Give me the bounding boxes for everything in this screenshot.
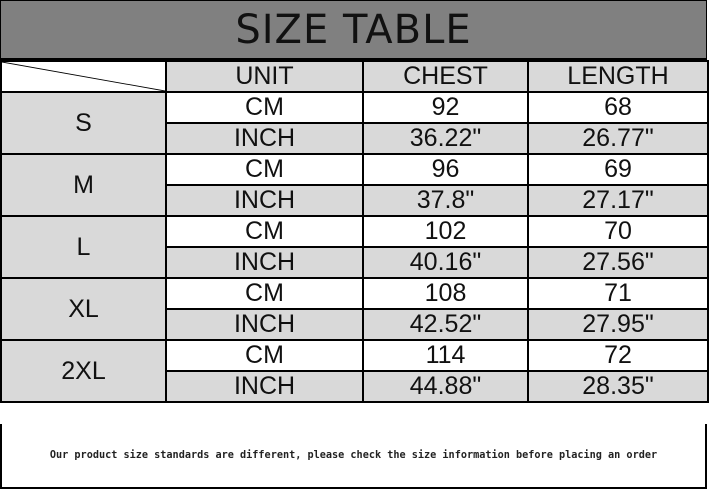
table-row: 2XL CM 114 72 — [0, 339, 709, 403]
length-cell: 26.77" — [527, 122, 709, 155]
size-label: M — [0, 153, 167, 217]
chest-cell: 96 — [362, 153, 529, 186]
chest-cell: 108 — [362, 277, 529, 310]
unit-cell: INCH — [165, 122, 364, 155]
length-cell: 27.95" — [527, 308, 709, 341]
length-cell: 72 — [527, 339, 709, 372]
unit-cell: INCH — [165, 370, 364, 403]
unit-cell: CM — [165, 91, 364, 124]
unit-cell: INCH — [165, 184, 364, 217]
chest-cell: 42.52" — [362, 308, 529, 341]
length-cell: 70 — [527, 215, 709, 248]
table-row: INCH 37.8" 27.17" — [1, 184, 709, 217]
diagonal-corner-cell — [0, 60, 167, 93]
chest-cell: 92 — [362, 91, 529, 124]
header-chest: CHEST — [362, 60, 529, 93]
page-title: SIZE TABLE — [0, 0, 707, 60]
length-cell: 71 — [527, 277, 709, 310]
table-row: S CM 92 68 — [0, 91, 709, 155]
length-cell: 28.35" — [527, 370, 709, 403]
table-row: INCH 42.52" 27.95" — [1, 308, 709, 341]
table-row: INCH 44.88" 28.35" — [1, 370, 709, 403]
header-unit: UNIT — [165, 60, 364, 93]
length-cell: 68 — [527, 91, 709, 124]
size-label: S — [0, 91, 167, 155]
size-label: XL — [0, 277, 167, 341]
header-length: LENGTH — [527, 60, 709, 93]
size-table: UNIT CHEST LENGTH S CM 92 68 INCH 36.22" 26.77… — [0, 60, 709, 403]
size-label: L — [0, 215, 167, 279]
table-row: INCH 40.16" 27.56" — [1, 246, 709, 279]
size-note: Our product size standards are different… — [0, 424, 707, 489]
unit-cell: INCH — [165, 246, 364, 279]
chest-cell: 102 — [362, 215, 529, 248]
unit-cell: CM — [165, 215, 364, 248]
unit-cell: CM — [165, 277, 364, 310]
table-row: M CM 96 69 — [0, 153, 709, 217]
unit-cell: CM — [165, 153, 364, 186]
unit-cell: INCH — [165, 308, 364, 341]
chest-cell: 36.22" — [362, 122, 529, 155]
header-row: UNIT CHEST LENGTH — [0, 60, 709, 93]
length-cell: 27.17" — [527, 184, 709, 217]
chest-cell: 114 — [362, 339, 529, 372]
table-row: L CM 102 70 — [0, 215, 709, 279]
unit-cell: CM — [165, 339, 364, 372]
table-row: XL CM 108 71 — [0, 277, 709, 341]
length-cell: 69 — [527, 153, 709, 186]
chest-cell: 37.8" — [362, 184, 529, 217]
chest-cell: 40.16" — [362, 246, 529, 279]
table-row: INCH 36.22" 26.77" — [1, 122, 709, 155]
size-label: 2XL — [0, 339, 167, 403]
length-cell: 27.56" — [527, 246, 709, 279]
chest-cell: 44.88" — [362, 370, 529, 403]
